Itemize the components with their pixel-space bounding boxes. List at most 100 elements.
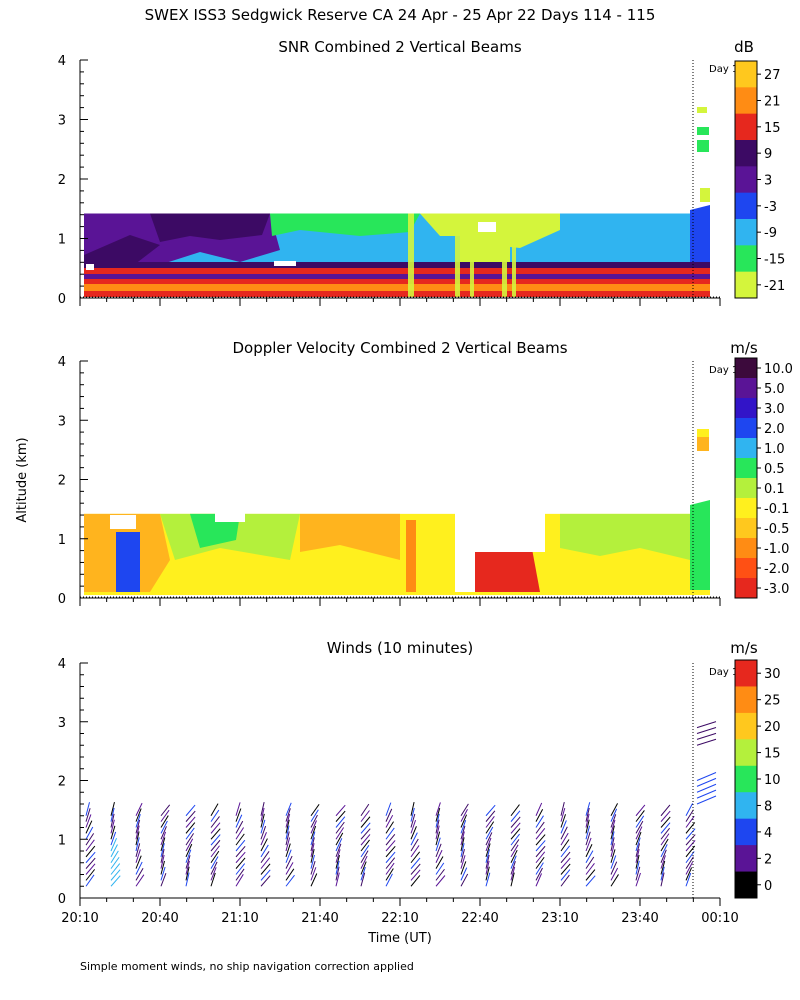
snr-data-gap	[274, 261, 296, 266]
wind-barb	[510, 822, 521, 834]
wind-barb	[435, 813, 440, 828]
wind-barb	[460, 843, 465, 857]
wind-barb	[235, 839, 246, 852]
wind-barb	[560, 874, 570, 887]
colorbar-swatch	[735, 140, 757, 167]
wind-barb	[260, 851, 270, 864]
wind-barb	[185, 827, 195, 840]
wind-barb	[85, 857, 96, 869]
snr-core-region	[150, 213, 270, 242]
wind-barb	[510, 816, 521, 828]
snr-panel-title: SNR Combined 2 Vertical Beams	[278, 38, 521, 56]
wind-barb	[585, 863, 595, 875]
colorbar-swatch	[735, 660, 757, 687]
x-tick-label: 00:10	[701, 911, 738, 926]
wind-barb	[235, 851, 246, 864]
wind-barb	[410, 845, 420, 858]
wind-barb	[635, 826, 643, 840]
wind-barb	[696, 795, 717, 805]
wind-barb	[260, 844, 269, 858]
wind-barb	[310, 867, 317, 881]
wind-barb	[635, 854, 640, 869]
wind-barb	[235, 827, 245, 840]
wind-barb	[635, 810, 645, 822]
colorbar-tick-label: -0.1	[764, 502, 789, 517]
wind-barb	[210, 845, 220, 858]
wind-barb	[435, 849, 443, 863]
wind-barb	[585, 850, 594, 863]
wind-barb	[360, 855, 368, 869]
wind-barb	[635, 804, 646, 817]
doppler-green-region	[190, 513, 240, 548]
doppler-blue-column	[116, 532, 140, 592]
y-tick-label: 1	[58, 833, 66, 848]
wind-barb	[660, 816, 671, 828]
wind-barb	[485, 872, 491, 887]
wind-barb	[685, 840, 696, 852]
y-tick-label: 4	[58, 355, 66, 370]
wind-barb	[460, 873, 469, 887]
wind-barb	[385, 833, 396, 846]
wind-barb	[385, 846, 396, 858]
colorbar-tick-label: 10.0	[764, 362, 793, 377]
wind-barb	[335, 832, 344, 846]
wind-barb	[510, 866, 516, 881]
wind-barb	[285, 843, 291, 858]
wind-barb	[310, 804, 320, 817]
doppler-axes: 0 1 2 3 4 Day 1	[58, 355, 739, 607]
wind-barb	[535, 845, 546, 858]
wind-barb	[335, 827, 345, 840]
wind-barb	[110, 856, 120, 869]
wind-barb	[585, 819, 590, 834]
wind-barb	[110, 850, 119, 864]
snr-vertical-streak	[455, 213, 460, 297]
wind-barb	[585, 875, 596, 887]
wind-barb	[485, 832, 493, 846]
wind-barb	[435, 831, 441, 846]
wind-barb	[635, 843, 641, 858]
wind-barb	[335, 804, 346, 817]
wind-barb	[585, 869, 596, 881]
snr-ground-layer	[84, 284, 710, 291]
wind-barb	[285, 874, 295, 887]
wind-barb	[160, 804, 171, 817]
wind-barb	[660, 866, 665, 881]
wind-barb	[585, 837, 592, 852]
wind-barb	[460, 867, 468, 881]
wind-barb	[560, 826, 568, 840]
wind-barb	[660, 855, 666, 869]
colorbar-swatch	[735, 818, 757, 846]
wind-barb	[310, 831, 316, 846]
colorbar-tick-label: -21	[764, 279, 785, 294]
wind-barb	[135, 849, 141, 863]
wind-barb	[310, 873, 318, 887]
wind-barb	[635, 837, 641, 852]
wind-barb	[435, 875, 446, 887]
wind-barb	[535, 834, 546, 846]
wind-barb	[260, 869, 271, 881]
wind-barb	[160, 866, 166, 881]
wind-barb	[535, 809, 544, 822]
wind-barb	[610, 814, 617, 828]
wind-barb	[585, 831, 591, 846]
snr-ground-layer	[84, 268, 710, 274]
colorbar-tick-label: -3	[764, 200, 777, 215]
wind-barb	[485, 854, 490, 869]
wind-barb	[160, 843, 165, 857]
wind-barb	[410, 869, 421, 881]
snr-data-gap	[86, 264, 94, 270]
wind-barb	[235, 802, 241, 816]
colorbar-tick-label: 9	[764, 147, 772, 162]
wind-barb	[660, 822, 671, 834]
wind-barb	[235, 808, 242, 822]
wind-barb	[385, 868, 394, 881]
colorbar-tick-label: 3.0	[764, 402, 785, 417]
y-tick-label: 3	[58, 114, 66, 129]
colorbar-tick-label: 15	[764, 747, 781, 762]
doppler-data-gap	[455, 512, 475, 592]
wind-barb	[685, 809, 694, 822]
wind-barb	[535, 828, 546, 840]
wind-barb	[135, 837, 140, 852]
wind-barb	[160, 848, 165, 863]
doppler-panel: Doppler Velocity Combined 2 Vertical Bea…	[58, 339, 793, 607]
